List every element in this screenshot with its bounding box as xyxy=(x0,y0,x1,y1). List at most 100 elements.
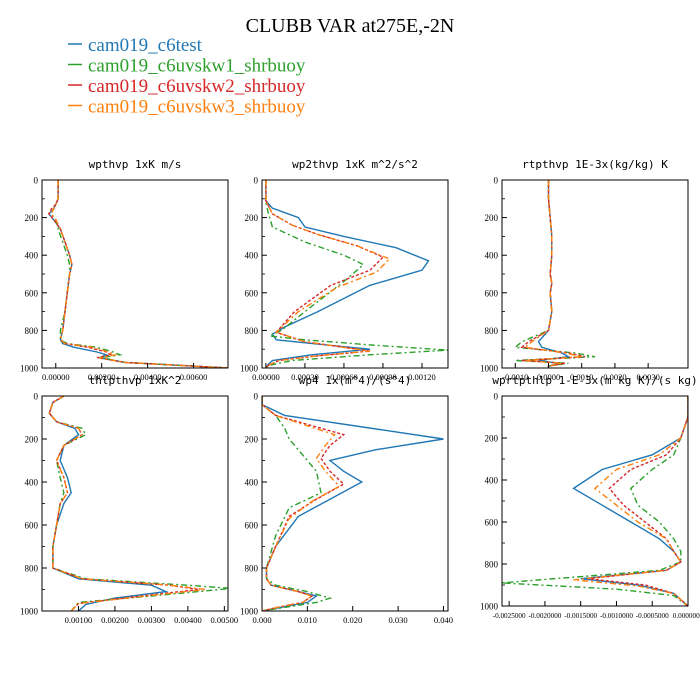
series-line xyxy=(513,180,596,368)
series-line xyxy=(47,180,228,368)
series-line xyxy=(48,396,169,611)
y-tick-label: 600 xyxy=(25,521,39,531)
plot-frame xyxy=(261,179,449,369)
y-tick-label: 800 xyxy=(485,560,499,570)
x-tick-label: 0.00400 xyxy=(174,615,202,625)
panel-title: rtpthvp 1E-3x(kg/kg) K xyxy=(522,158,668,171)
series-line xyxy=(587,396,688,606)
x-tick-label: 0.00200 xyxy=(101,615,129,625)
x-tick-label: -0.0010000 xyxy=(600,612,633,620)
x-tick-label: 0.00500 xyxy=(211,615,239,625)
y-tick-label: 600 xyxy=(485,518,499,528)
y-tick-label: 1000 xyxy=(480,602,499,612)
legend-entry: cam019_c6uvskw3_shrbuoy xyxy=(88,97,306,118)
series-line xyxy=(265,180,448,368)
y-tick-label: 200 xyxy=(25,213,39,223)
y-tick-label: 200 xyxy=(485,434,499,444)
series-line xyxy=(50,180,228,368)
x-tick-label: 0.00030 xyxy=(291,372,319,382)
y-tick-label: 600 xyxy=(245,288,259,298)
y-tick-label: 400 xyxy=(25,478,39,488)
panel-title: wpthvp 1xK m/s xyxy=(89,158,182,171)
chart-panel: thlpthvp 1xK^2 0 200 400 600 800 1000 0.00100 0.… xyxy=(20,374,238,625)
y-tick-label: 0 xyxy=(34,392,39,402)
y-tick-label: 600 xyxy=(485,288,499,298)
x-tick-label: 0.00000 xyxy=(42,372,70,382)
y-tick-label: 400 xyxy=(485,476,499,486)
y-tick-label: 0 xyxy=(494,392,499,402)
panel-title: wp2thvp 1xK m^2/s^2 xyxy=(292,158,418,171)
y-tick-label: 800 xyxy=(245,326,259,336)
series-line xyxy=(537,180,571,368)
y-tick-label: 400 xyxy=(245,251,259,261)
chart-panel: wprtpthlp 1-E-3x(m kg K)/(s kg) 0 200 400 60… xyxy=(480,374,700,620)
plot-frame xyxy=(501,179,689,369)
y-tick-label: 400 xyxy=(25,251,39,261)
x-tick-label: 0.0010 xyxy=(570,372,593,382)
x-tick-label: 0.00090 xyxy=(369,372,397,382)
panel-title: wp4 1x(m^4)/(s^4) xyxy=(299,374,412,387)
y-tick-label: 0 xyxy=(254,176,259,186)
plot-frame xyxy=(41,395,229,612)
series-line xyxy=(262,396,346,611)
x-tick-label: -0.0010 xyxy=(502,372,528,382)
panel-title: thlpthvp 1xK^2 xyxy=(89,374,182,387)
y-tick-label: 1000 xyxy=(20,364,39,374)
y-tick-label: 400 xyxy=(245,478,259,488)
y-tick-label: 200 xyxy=(245,435,259,445)
y-tick-label: 600 xyxy=(245,521,259,531)
series-line xyxy=(262,396,444,611)
y-tick-label: 200 xyxy=(245,213,259,223)
series-line xyxy=(573,396,688,606)
x-tick-label: 0.040 xyxy=(434,615,453,625)
series-line xyxy=(50,180,228,368)
legend-entry: cam019_c6uvskw1_shrbuoy xyxy=(88,56,306,77)
x-tick-label: 0.0020 xyxy=(603,372,626,382)
y-tick-label: 1000 xyxy=(20,607,39,617)
y-tick-label: 600 xyxy=(25,288,39,298)
panel-title: wprtpthlp 1-E-3x(m kg K)/(s kg) xyxy=(492,374,697,387)
y-tick-label: 0 xyxy=(34,176,39,186)
series-line xyxy=(262,396,333,611)
series-line xyxy=(262,396,341,611)
x-tick-label: 0.00600 xyxy=(180,372,208,382)
legend-entry: cam019_c6test xyxy=(88,35,203,56)
series-line xyxy=(520,180,586,368)
y-tick-label: 1000 xyxy=(240,364,259,374)
series-line xyxy=(48,180,228,368)
x-tick-label: 0.00200 xyxy=(88,372,116,382)
y-tick-label: 800 xyxy=(25,326,39,336)
x-tick-label: 0.00100 xyxy=(65,615,93,625)
series-line xyxy=(265,180,391,368)
x-tick-label: 0.000 xyxy=(252,615,271,625)
x-tick-label: -0.0025000 xyxy=(493,612,526,620)
x-tick-label: 0.00300 xyxy=(138,615,166,625)
chart-panel: rtpthvp 1E-3x(kg/kg) K 0 200 400 600 800 1000-… xyxy=(480,158,689,382)
chart-panel: wp2thvp 1xK m^2/s^2 0 200 400 600 800 1000 0.00… xyxy=(240,158,449,382)
x-tick-label: 0.0000000 xyxy=(673,612,700,620)
x-tick-label: 0.020 xyxy=(343,615,362,625)
y-tick-label: 0 xyxy=(494,176,499,186)
series-line xyxy=(265,180,430,368)
series-line xyxy=(265,180,385,368)
series-line xyxy=(48,396,207,611)
y-tick-label: 200 xyxy=(485,213,499,223)
y-tick-label: 400 xyxy=(485,251,499,261)
series-line xyxy=(572,396,688,606)
x-tick-label: -0.0015000 xyxy=(564,612,597,620)
y-tick-label: 800 xyxy=(25,564,39,574)
figure-title: CLUBB VAR at275E,-2N xyxy=(246,15,455,37)
x-tick-label: 0.0030 xyxy=(636,372,659,382)
y-tick-label: 0 xyxy=(254,392,259,402)
series-line xyxy=(502,396,688,606)
x-tick-label: 0.00400 xyxy=(134,372,162,382)
chart-panel: wpthvp 1xK m/s 0 200 400 600 800 10000.00000 0.… xyxy=(20,158,229,382)
x-tick-label: 0.0000 xyxy=(537,372,560,382)
series-line xyxy=(48,396,199,611)
series-line xyxy=(523,180,582,368)
y-tick-label: 200 xyxy=(25,435,39,445)
series-line xyxy=(48,396,228,611)
x-tick-label: 0.010 xyxy=(298,615,317,625)
